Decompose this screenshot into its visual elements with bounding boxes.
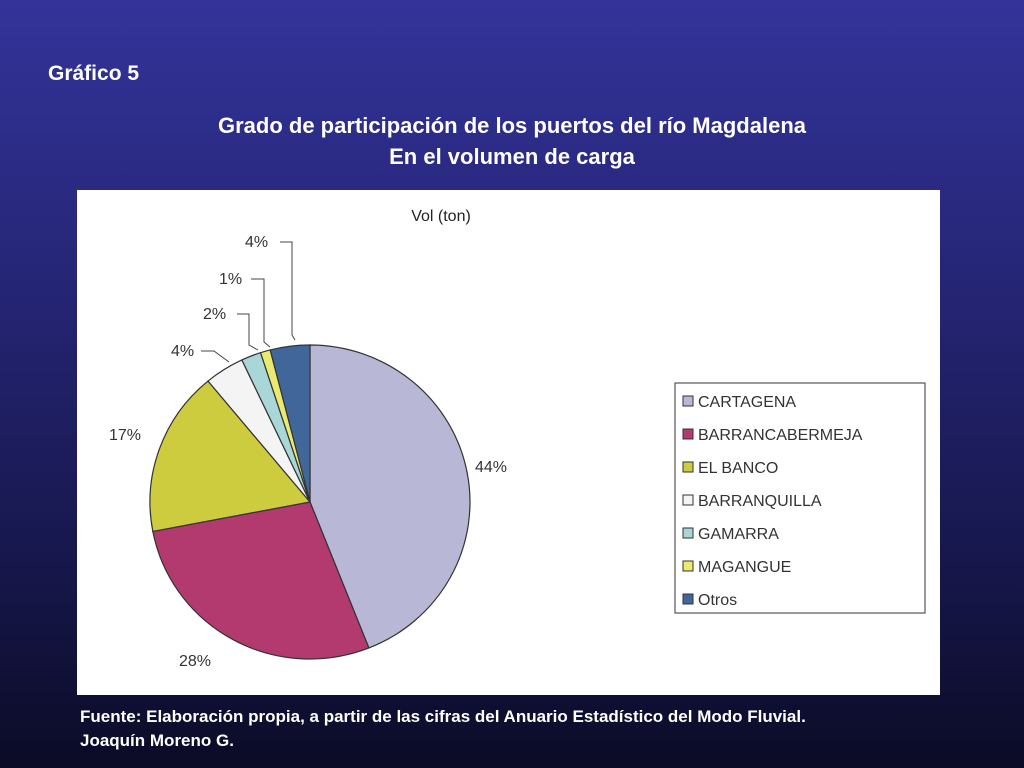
legend-box xyxy=(674,382,926,614)
legend-label-el-banco: EL BANCO xyxy=(698,460,778,477)
legend-label-barranquilla: BARRANQUILLA xyxy=(698,493,822,510)
title-line-2: En el volumen de carga xyxy=(389,144,635,169)
pie-slices xyxy=(149,344,471,660)
leader-line-magangue xyxy=(251,278,271,348)
pie-slice-el-banco xyxy=(149,380,312,533)
data-label-magangue: 1% xyxy=(219,271,242,288)
legend-label-magangue: MAGANGUE xyxy=(698,559,791,576)
legend-swatch-el-banco xyxy=(682,461,694,473)
legend-swatch-barranquilla xyxy=(682,494,694,506)
pie-slice-barrancabermeja xyxy=(152,501,370,660)
pie-chart: Vol (ton) 44% 28% 17% 4% 2% 1% 4% CARTAGENA BAR… xyxy=(109,208,926,670)
data-label-barrancabermeja: 28% xyxy=(179,653,211,670)
slide-title: Grado de participación de los puertos de… xyxy=(0,110,1024,172)
title-line-1: Grado de participación de los puertos de… xyxy=(217,113,806,138)
legend-swatch-barrancabermeja xyxy=(682,428,694,440)
data-label-barranquilla: 4% xyxy=(171,343,194,360)
pie-leader-lines xyxy=(201,241,296,363)
legend: CARTAGENA BARRANCABERMEJA EL BANCO BARRANQU… xyxy=(674,382,926,614)
leader-line-gamarra xyxy=(237,313,259,351)
legend-swatch-otros xyxy=(682,593,694,605)
legend-label-otros: Otros xyxy=(698,592,737,609)
legend-swatch-cartagena xyxy=(682,395,694,407)
legend-label-cartagena: CARTAGENA xyxy=(698,394,796,411)
legend-label-gamarra: GAMARRA xyxy=(698,526,779,543)
legend-label-barrancabermeja: BARRANCABERMEJA xyxy=(698,427,863,444)
source-line-1: Fuente: Elaboración propia, a partir de … xyxy=(80,707,806,726)
legend-swatch-gamarra xyxy=(682,527,694,539)
data-label-otros: 4% xyxy=(245,234,268,251)
chart-panel: Vol (ton) 44% 28% 17% 4% 2% 1% 4% CARTAGENA BAR… xyxy=(77,190,940,695)
data-label-el-banco: 17% xyxy=(109,427,141,444)
leader-line-otros xyxy=(280,241,296,341)
chart-title: Vol (ton) xyxy=(411,208,471,225)
pie-data-labels: 44% 28% 17% 4% 2% 1% 4% xyxy=(109,234,507,670)
slide-label: Gráfico 5 xyxy=(48,62,140,85)
pie-slice-otros xyxy=(269,344,311,503)
data-label-cartagena: 44% xyxy=(475,459,507,476)
data-label-gamarra: 2% xyxy=(203,306,226,323)
leader-line-barranquilla xyxy=(201,350,230,363)
legend-swatch-magangue xyxy=(682,560,694,572)
source-line-2: Joaquín Moreno G. xyxy=(80,731,234,750)
pie-slice-cartagena xyxy=(309,344,471,649)
source-note: Fuente: Elaboración propia, a partir de … xyxy=(80,705,980,753)
